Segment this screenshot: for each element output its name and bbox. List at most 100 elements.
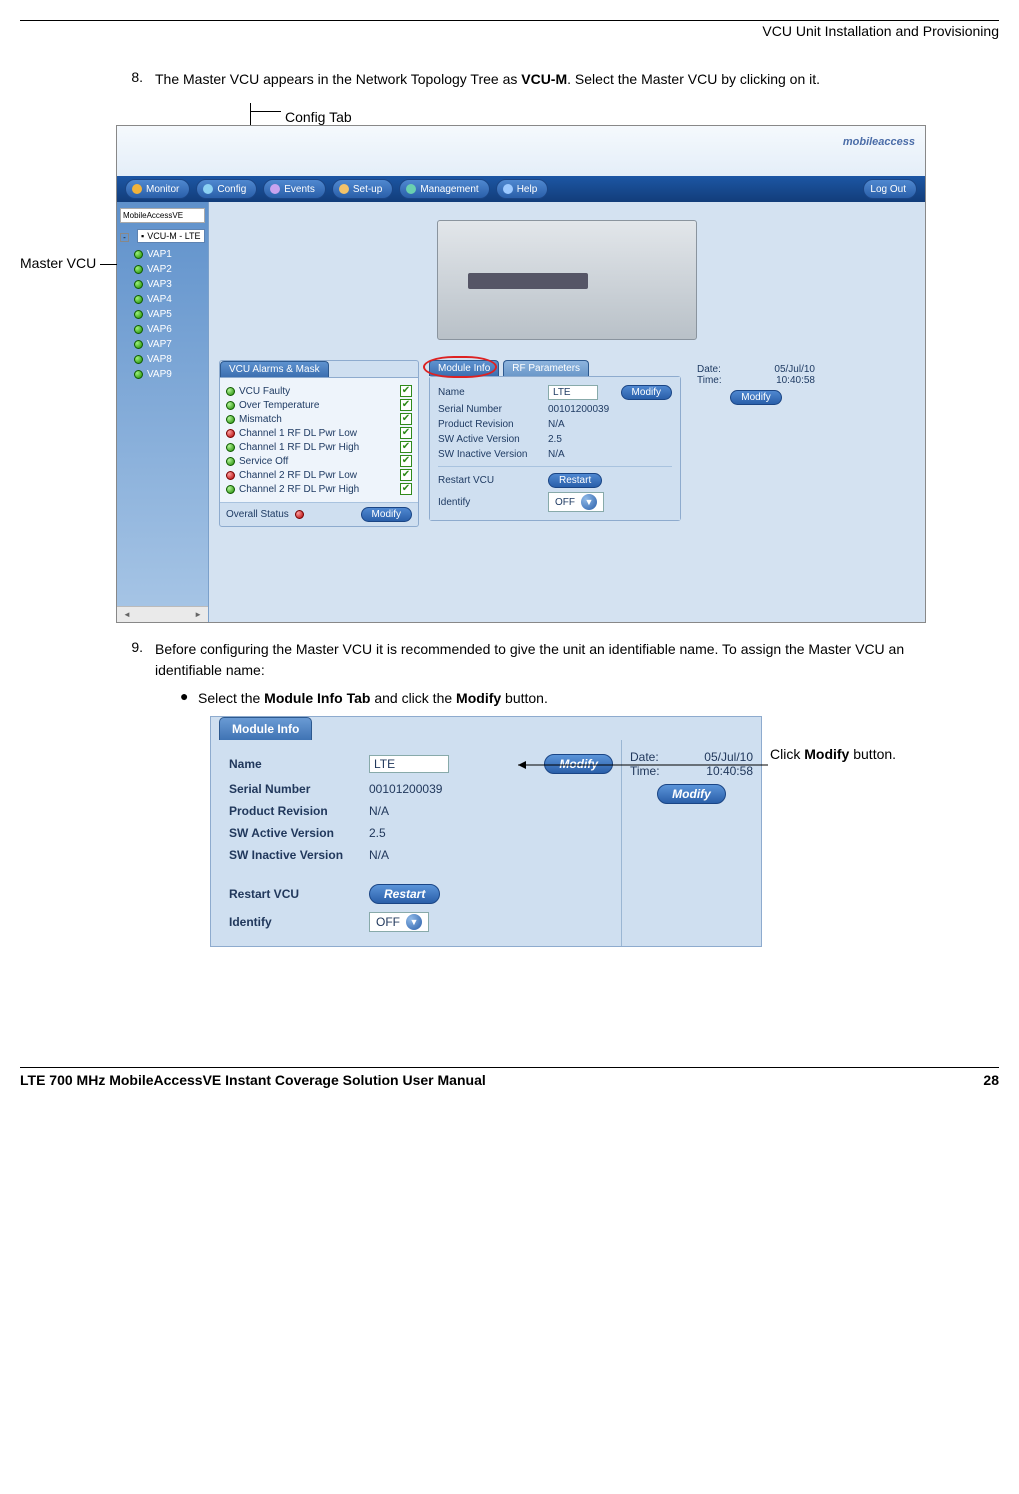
alarm-label: Over Temperature: [239, 400, 396, 411]
restart-button-2[interactable]: Restart: [369, 884, 440, 904]
step8-b: VCU-M: [521, 71, 567, 87]
name-input-2[interactable]: LTE: [369, 755, 449, 773]
status-led-icon: [134, 340, 143, 349]
tree-node-vap6[interactable]: VAP6: [134, 322, 205, 337]
alarm-checkbox[interactable]: ✔: [400, 385, 412, 397]
name-label: Name: [438, 387, 548, 398]
bullet-icon: ●: [180, 688, 198, 708]
status-led-icon: [134, 295, 143, 304]
name-input[interactable]: LTE: [548, 385, 598, 400]
alarm-row: VCU Faulty✔: [226, 384, 412, 398]
tree-node-vap2[interactable]: VAP2: [134, 262, 205, 277]
tab-rf-parameters[interactable]: RF Parameters: [503, 360, 589, 376]
alarm-led-icon: [226, 471, 235, 480]
datetime-modify-button[interactable]: Modify: [730, 390, 781, 405]
sav-label-2: SW Active Version: [229, 826, 369, 840]
restart-label-2: Restart VCU: [229, 887, 369, 901]
alarm-checkbox[interactable]: ✔: [400, 413, 412, 425]
nav-config[interactable]: Config: [196, 179, 257, 199]
alarm-led-icon: [226, 485, 235, 494]
tree-node-vap8[interactable]: VAP8: [134, 352, 205, 367]
sn-label-2: Serial Number: [229, 782, 369, 796]
identify-label-2: Identify: [229, 915, 369, 929]
alarm-checkbox[interactable]: ✔: [400, 427, 412, 439]
sav-value-2: 2.5: [369, 826, 613, 840]
status-led-icon: [134, 280, 143, 289]
alarm-checkbox[interactable]: ✔: [400, 469, 412, 481]
device-image: [437, 220, 697, 340]
alarm-led-icon: [226, 457, 235, 466]
status-led-icon: [134, 325, 143, 334]
restart-label: Restart VCU: [438, 475, 548, 486]
pr-value: N/A: [548, 419, 672, 430]
alarm-led-icon: [226, 415, 235, 424]
alarm-label: Mismatch: [239, 414, 396, 425]
alarm-checkbox[interactable]: ✔: [400, 399, 412, 411]
tree-collapse-icon[interactable]: -: [120, 233, 129, 242]
brand-box: MobileAccessVE: [120, 208, 205, 223]
datetime-modify-button-2[interactable]: Modify: [657, 784, 726, 804]
status-led-icon: [134, 355, 143, 364]
tree-panel: MobileAccessVE - ▪ VCU-M - LTE VAP1VAP2V…: [117, 202, 209, 622]
sn-label: Serial Number: [438, 404, 548, 415]
screenshot-module-info: Module Info Name LTE Modify Serial Numbe…: [210, 716, 762, 947]
name-modify-button-2[interactable]: Modify: [544, 754, 613, 774]
date-label: Date:: [697, 364, 721, 375]
nav-setup[interactable]: Set-up: [332, 179, 393, 199]
alarm-checkbox[interactable]: ✔: [400, 483, 412, 495]
screenshot-main: mobileaccess Monitor Config Events Set-u…: [116, 125, 926, 623]
tree-root-vcum[interactable]: ▪ VCU-M - LTE: [137, 229, 205, 243]
tree-node-vap5[interactable]: VAP5: [134, 307, 205, 322]
nav-monitor[interactable]: Monitor: [125, 179, 190, 199]
time-value-2: 10:40:58: [706, 764, 753, 778]
chevron-down-icon: ▼: [581, 494, 597, 510]
tree-scrollbar[interactable]: ◄►: [117, 606, 208, 622]
identify-dropdown-2[interactable]: OFF▼: [369, 912, 429, 932]
tree-node-vap1[interactable]: VAP1: [134, 247, 205, 262]
alarm-checkbox[interactable]: ✔: [400, 441, 412, 453]
restart-button[interactable]: Restart: [548, 473, 602, 488]
events-icon: [270, 184, 280, 194]
identify-dropdown[interactable]: OFF▼: [548, 492, 604, 512]
alarm-led-icon: [226, 401, 235, 410]
alarm-checkbox[interactable]: ✔: [400, 455, 412, 467]
alarm-led-icon: [226, 387, 235, 396]
time-value: 10:40:58: [776, 375, 815, 386]
module-info-panel: NameLTEModify Serial Number00101200039 P…: [429, 376, 681, 521]
name-modify-button[interactable]: Modify: [621, 385, 672, 400]
overall-status-led: [295, 510, 304, 519]
bullet1-text: Select the Module Info Tab and click the…: [198, 688, 999, 708]
alarm-label: Service Off: [239, 456, 396, 467]
tree-node-vap9[interactable]: VAP9: [134, 367, 205, 382]
sav-label: SW Active Version: [438, 434, 548, 445]
setup-icon: [339, 184, 349, 194]
status-led-icon: [134, 250, 143, 259]
tree-node-vap3[interactable]: VAP3: [134, 277, 205, 292]
name-label-2: Name: [229, 757, 369, 771]
nav-logout[interactable]: Log Out: [863, 179, 917, 199]
nav-help[interactable]: Help: [496, 179, 549, 199]
nav-events[interactable]: Events: [263, 179, 326, 199]
step9-text: Before configuring the Master VCU it is …: [155, 639, 999, 680]
alarms-tab[interactable]: VCU Alarms & Mask: [220, 361, 329, 377]
alarms-modify-button[interactable]: Modify: [361, 507, 412, 522]
tree-node-vap4[interactable]: VAP4: [134, 292, 205, 307]
tree-node-vap7[interactable]: VAP7: [134, 337, 205, 352]
alarm-row: Service Off ✔: [226, 454, 412, 468]
help-icon: [503, 184, 513, 194]
config-icon: [203, 184, 213, 194]
alarm-row: Channel 2 RF DL Pwr High✔: [226, 482, 412, 496]
alarm-row: Channel 2 RF DL Pwr Low✔: [226, 468, 412, 482]
alarm-row: Channel 1 RF DL Pwr High✔: [226, 440, 412, 454]
navbar: Monitor Config Events Set-up Management …: [117, 176, 925, 202]
status-led-icon: [134, 370, 143, 379]
time-label: Time:: [697, 375, 722, 386]
sav-value: 2.5: [548, 434, 672, 445]
step8-c: . Select the Master VCU by clicking on i…: [567, 71, 820, 87]
footer-left: LTE 700 MHz MobileAccessVE Instant Cover…: [20, 1072, 486, 1088]
header-right: VCU Unit Installation and Provisioning: [20, 23, 999, 39]
siv-label-2: SW Inactive Version: [229, 848, 369, 862]
tab-module-info-2[interactable]: Module Info: [219, 717, 312, 740]
nav-management[interactable]: Management: [399, 179, 489, 199]
tab-module-info[interactable]: Module Info: [429, 360, 499, 376]
